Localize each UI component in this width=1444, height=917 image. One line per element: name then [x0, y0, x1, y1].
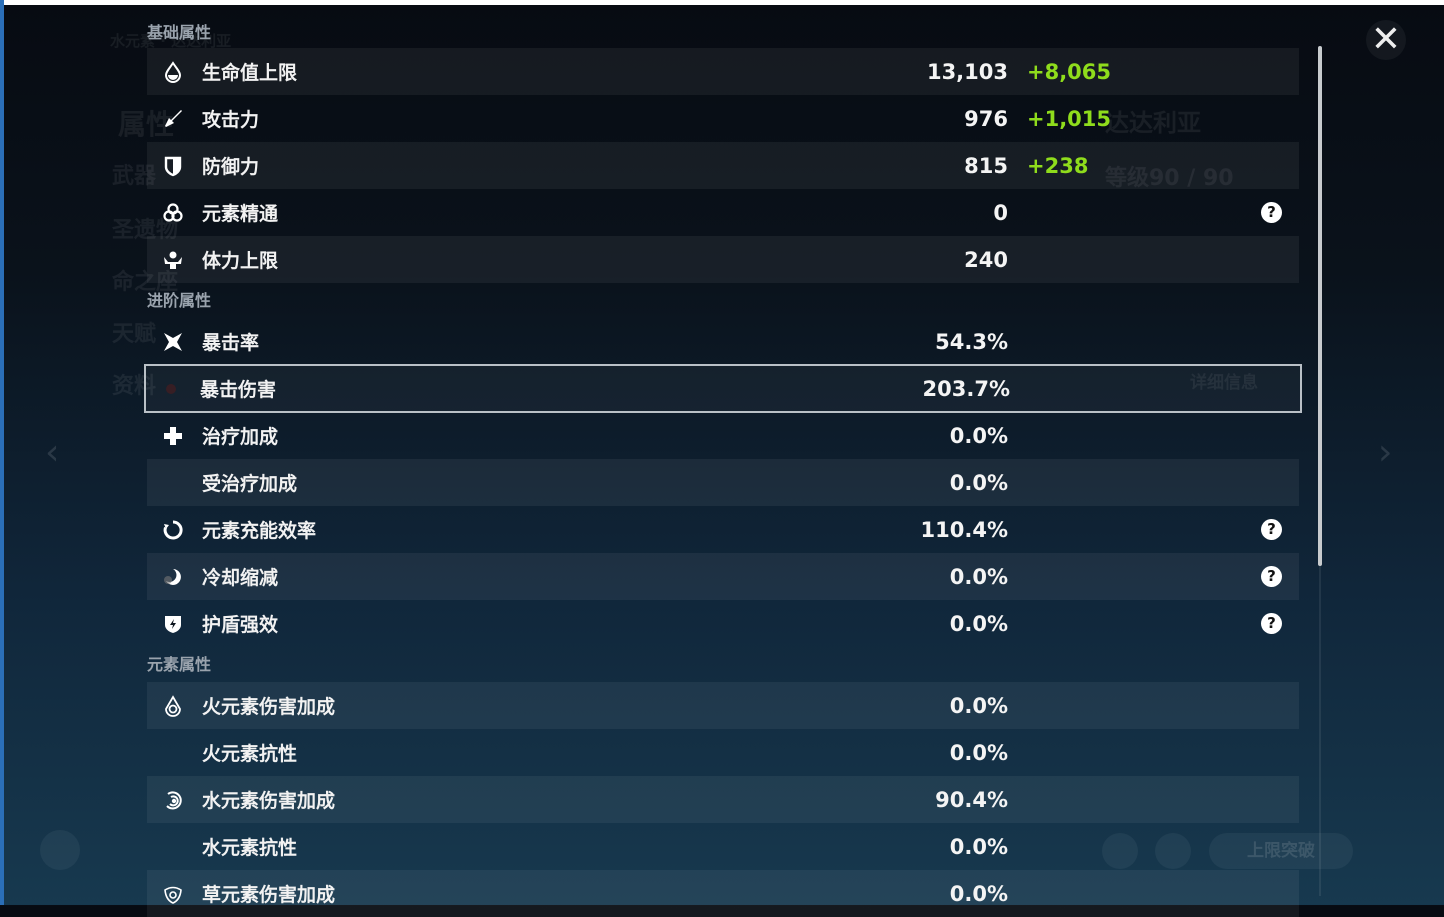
bg-menu-item: 天赋 — [112, 322, 157, 347]
window-top-strip — [0, 0, 1444, 5]
stat-label: 草元素伤害加成 — [202, 884, 336, 906]
hp-drop-icon — [162, 61, 184, 83]
section-header: 基础属性 — [147, 23, 212, 42]
stat-value: 203.7% — [922, 376, 1010, 401]
stat-row[interactable]: 攻击力 976 +1,015 — [147, 95, 1299, 142]
stat-label: 受治疗加成 — [202, 473, 298, 495]
help-icon[interactable]: ? — [1261, 519, 1282, 540]
bg-menu-item: 命之座 — [112, 270, 179, 295]
stat-label: 暴击率 — [202, 332, 260, 354]
section-header: 进阶属性 — [147, 291, 212, 310]
crit-dmg-icon — [160, 378, 182, 400]
stat-row[interactable]: 护盾强效 0.0%? — [147, 600, 1299, 647]
stat-label: 治疗加成 — [202, 426, 279, 448]
stat-bonus: +1,015 — [1027, 106, 1112, 131]
stat-value: 0.0% — [949, 881, 1008, 906]
close-button[interactable]: ✕ — [1366, 20, 1406, 60]
next-character-arrow-icon: › — [1378, 432, 1393, 473]
bg-outfit-hanger-icon — [1155, 833, 1191, 869]
stat-row[interactable]: 体力上限 240 — [147, 236, 1299, 283]
stat-value: 0 — [993, 200, 1008, 225]
stat-label: 元素充能效率 — [202, 520, 317, 542]
stat-row[interactable]: 火元素抗性 0.0% — [147, 729, 1299, 776]
stat-value: 90.4% — [935, 787, 1008, 812]
crit-rate-icon — [162, 331, 184, 353]
section-header: 元素属性 — [147, 655, 212, 674]
stat-label: 体力上限 — [202, 250, 279, 272]
bg-side-title: 水元素 · 达达利亚 — [110, 32, 232, 50]
stat-label: 冷却缩减 — [202, 567, 279, 589]
hydro-icon — [162, 789, 184, 811]
stat-bonus: +8,065 — [1027, 59, 1112, 84]
bg-character-name: 达达利亚 — [1105, 109, 1201, 137]
help-icon[interactable]: ? — [1261, 566, 1282, 587]
stat-row[interactable]: 元素充能效率 110.4%? — [147, 506, 1299, 553]
stat-value: 0.0% — [949, 470, 1008, 495]
stat-row[interactable]: 受治疗加成 0.0% — [147, 459, 1299, 506]
dendro-icon — [162, 883, 184, 905]
elemental-mastery-icon — [162, 202, 184, 224]
bg-detail-button: 详细信息 — [1190, 373, 1258, 393]
stat-row[interactable]: 暴击伤害 203.7% — [144, 364, 1302, 413]
stat-label: 火元素抗性 — [202, 743, 298, 765]
stat-bonus: +238 — [1027, 153, 1089, 178]
help-icon[interactable]: ? — [1261, 613, 1282, 634]
stat-value: 240 — [964, 247, 1008, 272]
stat-value: 0.0% — [949, 740, 1008, 765]
prev-character-arrow-icon: ‹ — [45, 432, 60, 473]
bg-level: 等级90 / 90 — [1105, 166, 1234, 191]
stat-row[interactable]: 元素精通 0? — [147, 189, 1299, 236]
stat-label: 护盾强效 — [202, 614, 279, 636]
help-icon[interactable]: ? — [1261, 202, 1282, 223]
stat-row[interactable]: 冷却缩减 0.0%? — [147, 553, 1299, 600]
energy-recharge-icon — [162, 519, 184, 541]
stat-label: 水元素抗性 — [202, 837, 298, 859]
stat-row[interactable]: 暴击率 54.3% — [147, 318, 1299, 365]
stamina-icon — [162, 249, 184, 271]
bg-ascend-button: 上限突破 — [1209, 833, 1353, 869]
pyro-icon — [162, 695, 184, 717]
scrollbar-track[interactable] — [1319, 566, 1321, 896]
window-left-edge — [0, 0, 4, 905]
close-icon: ✕ — [1370, 19, 1402, 60]
stat-row[interactable]: 草元素伤害加成 0.0% — [147, 870, 1299, 917]
stat-value: 0.0% — [949, 834, 1008, 859]
shield-icon — [162, 155, 184, 177]
bg-menu-item: 资料 — [112, 374, 157, 399]
stat-label: 暴击伤害 — [200, 379, 277, 401]
stat-label: 攻击力 — [202, 109, 260, 131]
menu-grid-icon — [40, 830, 80, 870]
bg-menu-item: 圣遗物 — [112, 218, 179, 243]
sword-icon — [162, 108, 184, 130]
stat-label: 生命值上限 — [202, 62, 298, 84]
stat-label: 防御力 — [202, 156, 260, 178]
bg-profile-icon — [1102, 833, 1138, 869]
stat-value: 815 — [964, 153, 1008, 178]
stat-value: 0.0% — [949, 693, 1008, 718]
scrollbar-thumb[interactable] — [1318, 46, 1322, 566]
stat-row[interactable]: 水元素抗性 0.0% — [147, 823, 1299, 870]
stat-value: 0.0% — [949, 611, 1008, 636]
bg-menu-item: 武器 — [112, 164, 157, 189]
cooldown-icon — [162, 566, 184, 588]
stat-value: 0.0% — [949, 564, 1008, 589]
stat-label: 水元素伤害加成 — [202, 790, 336, 812]
stat-value: 110.4% — [920, 517, 1008, 542]
attribute-detail-panel: 基础属性生命值上限 13,103 +8,065 攻击力 976 +1,015 防御力 815 +… — [144, 20, 1302, 917]
stat-row[interactable]: 防御力 815 +238 — [147, 142, 1299, 189]
bg-menu-item: 属性 — [118, 108, 175, 141]
shield-strength-icon — [162, 613, 184, 635]
stat-value: 54.3% — [935, 329, 1008, 354]
stat-row[interactable]: 治疗加成 0.0% — [147, 412, 1299, 459]
stat-row[interactable]: 火元素伤害加成 0.0% — [147, 682, 1299, 729]
stat-label: 元素精通 — [202, 203, 279, 225]
healing-cross-icon — [162, 425, 184, 447]
stat-label: 火元素伤害加成 — [202, 696, 336, 718]
stat-value: 13,103 — [926, 59, 1008, 84]
stat-row[interactable]: 水元素伤害加成 90.4% — [147, 776, 1299, 823]
stat-row[interactable]: 生命值上限 13,103 +8,065 — [147, 48, 1299, 95]
stat-value: 976 — [964, 106, 1008, 131]
stat-value: 0.0% — [949, 423, 1008, 448]
